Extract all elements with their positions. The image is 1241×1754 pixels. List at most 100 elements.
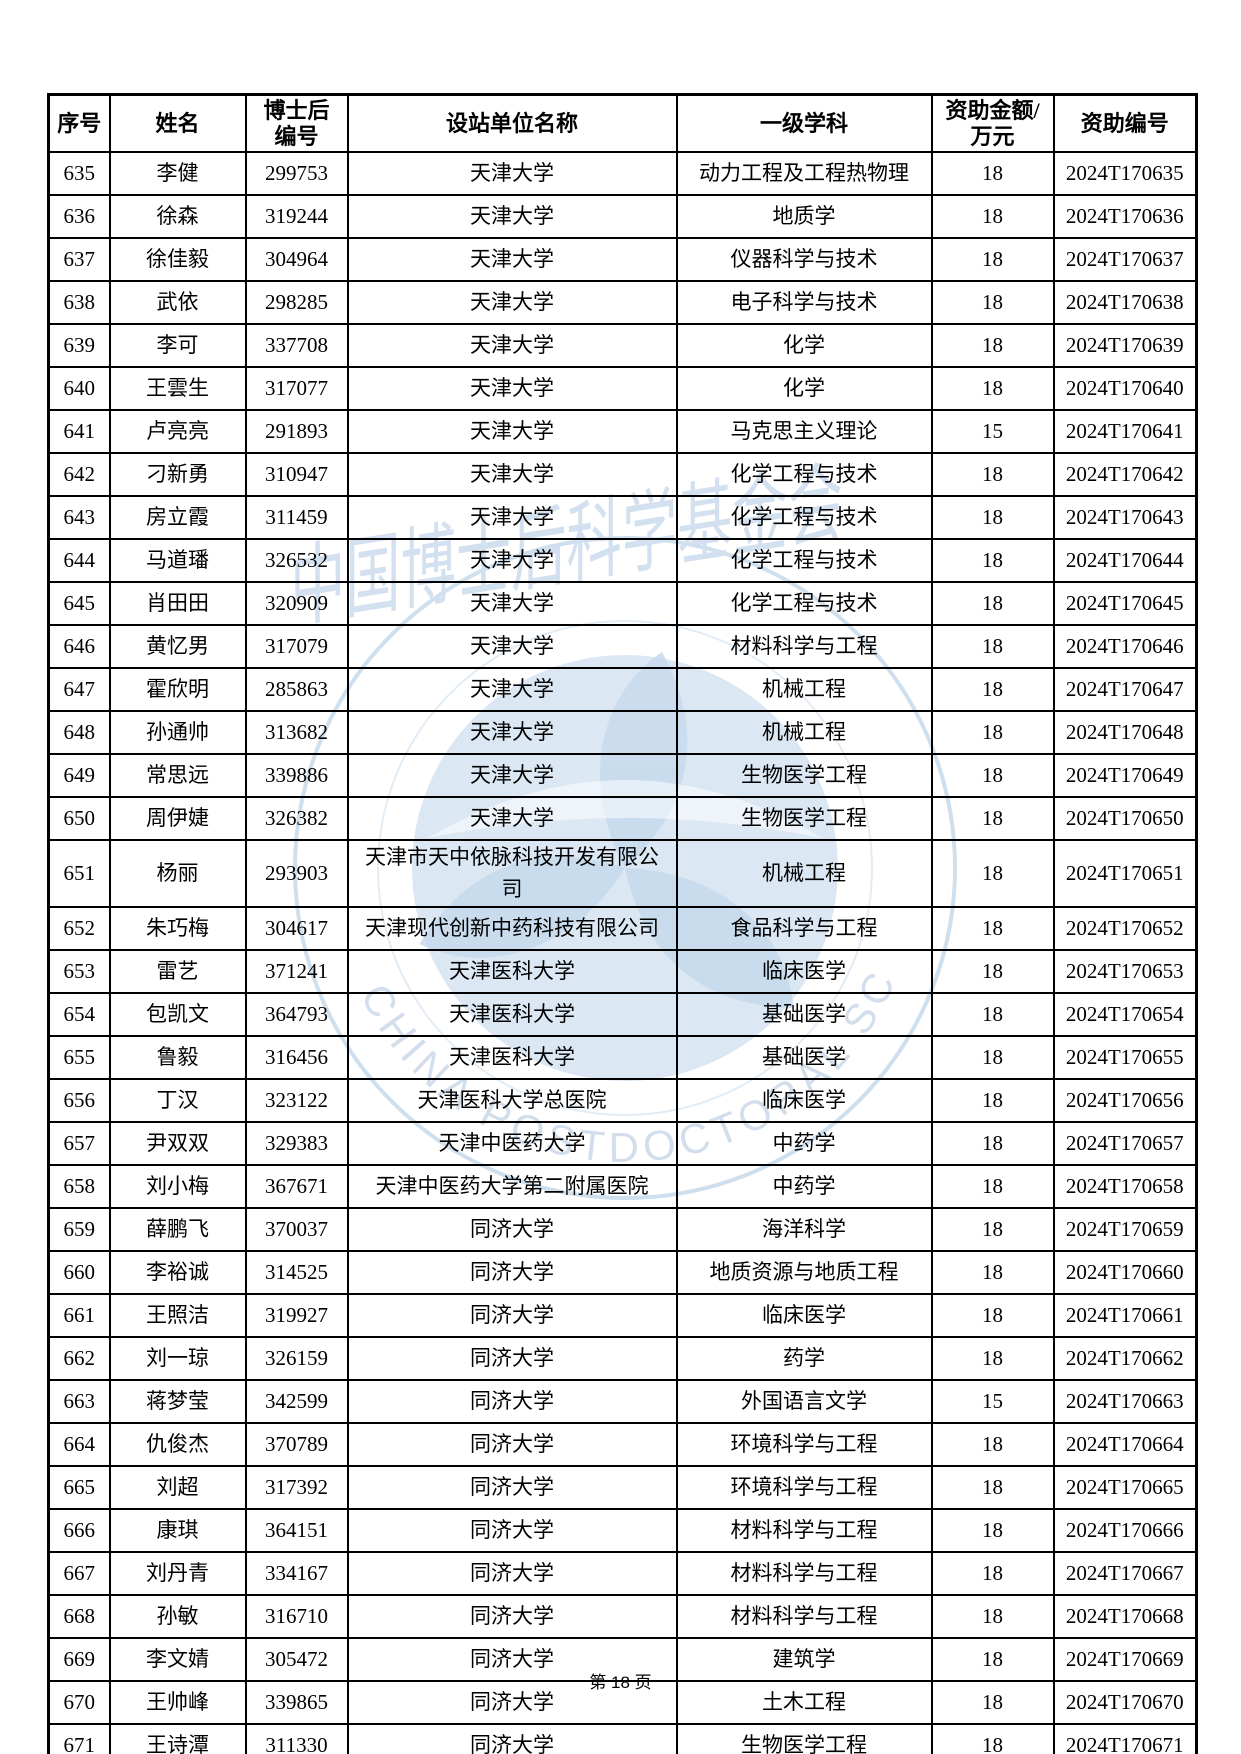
cell-postdoc_id: 299753: [244, 151, 349, 196]
cell-amount: 18: [930, 1293, 1055, 1338]
cell-institution: 同济大学: [346, 1379, 678, 1424]
cell-name: 周伊婕: [108, 796, 247, 841]
cell-amount: 15: [930, 1379, 1055, 1424]
cell-amount: 18: [930, 839, 1055, 908]
cell-amount: 18: [930, 1207, 1055, 1252]
table-row: 655 鲁毅 316456 天津医科大学 基础医学 18 2024T170655: [47, 1035, 1198, 1080]
cell-postdoc_id: 367671: [244, 1164, 349, 1209]
cell-no: 646: [47, 624, 111, 669]
cell-discipline: 动力工程及工程热物理: [675, 151, 933, 196]
cell-amount: 18: [930, 1637, 1055, 1682]
cell-institution: 同济大学: [346, 1207, 678, 1252]
cell-discipline: 环境科学与工程: [675, 1422, 933, 1467]
cell-postdoc_id: 326382: [244, 796, 349, 841]
cell-no: 662: [47, 1336, 111, 1381]
cell-amount: 18: [930, 323, 1055, 368]
cell-discipline: 机械工程: [675, 667, 933, 712]
cell-grant_no: 2024T170647: [1052, 667, 1198, 712]
table-row: 644 马道璠 326532 天津大学 化学工程与技术 18 2024T170644: [47, 538, 1198, 583]
cell-discipline: 材料科学与工程: [675, 1594, 933, 1639]
table-row: 667 刘丹青 334167 同济大学 材料科学与工程 18 2024T170667: [47, 1551, 1198, 1596]
cell-institution: 天津医科大学总医院: [346, 1078, 678, 1123]
cell-amount: 18: [930, 538, 1055, 583]
cell-institution: 天津大学: [346, 667, 678, 712]
table-row: 656 丁汉 323122 天津医科大学总医院 临床医学 18 2024T170656: [47, 1078, 1198, 1123]
cell-grant_no: 2024T170670: [1052, 1680, 1198, 1725]
cell-discipline: 材料科学与工程: [675, 1508, 933, 1553]
cell-amount: 18: [930, 1551, 1055, 1596]
cell-amount: 18: [930, 1250, 1055, 1295]
cell-institution: 天津大学: [346, 796, 678, 841]
cell-discipline: 建筑学: [675, 1637, 933, 1682]
cell-institution: 同济大学: [346, 1293, 678, 1338]
cell-no: 647: [47, 667, 111, 712]
cell-postdoc_id: 337708: [244, 323, 349, 368]
cell-name: 蒋梦莹: [108, 1379, 247, 1424]
cell-grant_no: 2024T170648: [1052, 710, 1198, 755]
cell-grant_no: 2024T170650: [1052, 796, 1198, 841]
cell-no: 638: [47, 280, 111, 325]
cell-grant_no: 2024T170668: [1052, 1594, 1198, 1639]
cell-amount: 18: [930, 280, 1055, 325]
table-row: 650 周伊婕 326382 天津大学 生物医学工程 18 2024T170650: [47, 796, 1198, 841]
cell-postdoc_id: 304617: [244, 906, 349, 951]
table-header-row: 序号 姓名 博士后 编号 设站单位名称 一级学科 资助金额/ 万元 资助编号: [47, 93, 1198, 153]
cell-name: 康琪: [108, 1508, 247, 1553]
cell-postdoc_id: 334167: [244, 1551, 349, 1596]
cell-grant_no: 2024T170657: [1052, 1121, 1198, 1166]
table-row: 658 刘小梅 367671 天津中医药大学第二附属医院 中药学 18 2024T17065…: [47, 1164, 1198, 1209]
cell-name: 李可: [108, 323, 247, 368]
cell-amount: 18: [930, 949, 1055, 994]
table-row: 646 黄忆男 317079 天津大学 材料科学与工程 18 2024T170646: [47, 624, 1198, 669]
cell-postdoc_id: 310947: [244, 452, 349, 497]
table-row: 671 王诗潭 311330 同济大学 生物医学工程 18 2024T170671: [47, 1723, 1198, 1754]
cell-postdoc_id: 320909: [244, 581, 349, 626]
cell-institution: 同济大学: [346, 1422, 678, 1467]
cell-amount: 18: [930, 194, 1055, 239]
cell-postdoc_id: 313682: [244, 710, 349, 755]
cell-grant_no: 2024T170666: [1052, 1508, 1198, 1553]
cell-name: 李裕诚: [108, 1250, 247, 1295]
cell-grant_no: 2024T170667: [1052, 1551, 1198, 1596]
table-row: 635 李健 299753 天津大学 动力工程及工程热物理 18 2024T170635: [47, 151, 1198, 196]
cell-institution: 同济大学: [346, 1594, 678, 1639]
cell-institution: 天津大学: [346, 624, 678, 669]
cell-discipline: 药学: [675, 1336, 933, 1381]
cell-postdoc_id: 316710: [244, 1594, 349, 1639]
cell-postdoc_id: 298285: [244, 280, 349, 325]
cell-grant_no: 2024T170635: [1052, 151, 1198, 196]
table-row: 659 薛鹏飞 370037 同济大学 海洋科学 18 2024T170659: [47, 1207, 1198, 1252]
table-row: 637 徐佳毅 304964 天津大学 仪器科学与技术 18 2024T170637: [47, 237, 1198, 282]
cell-discipline: 材料科学与工程: [675, 624, 933, 669]
cell-grant_no: 2024T170637: [1052, 237, 1198, 282]
cell-discipline: 化学工程与技术: [675, 581, 933, 626]
cell-no: 655: [47, 1035, 111, 1080]
cell-postdoc_id: 370789: [244, 1422, 349, 1467]
cell-name: 徐佳毅: [108, 237, 247, 282]
cell-grant_no: 2024T170663: [1052, 1379, 1198, 1424]
table-row: 665 刘超 317392 同济大学 环境科学与工程 18 2024T170665: [47, 1465, 1198, 1510]
table-row: 657 尹双双 329383 天津中医药大学 中药学 18 2024T170657: [47, 1121, 1198, 1166]
cell-postdoc_id: 316456: [244, 1035, 349, 1080]
cell-grant_no: 2024T170659: [1052, 1207, 1198, 1252]
cell-amount: 18: [930, 1680, 1055, 1725]
table-row: 652 朱巧梅 304617 天津现代创新中药科技有限公司 食品科学与工程 18 2024T…: [47, 906, 1198, 951]
cell-postdoc_id: 311459: [244, 495, 349, 540]
cell-name: 雷艺: [108, 949, 247, 994]
cell-institution: 天津医科大学: [346, 992, 678, 1037]
cell-postdoc_id: 293903: [244, 839, 349, 908]
cell-discipline: 地质资源与地质工程: [675, 1250, 933, 1295]
cell-no: 651: [47, 839, 111, 908]
cell-postdoc_id: 342599: [244, 1379, 349, 1424]
cell-amount: 18: [930, 1508, 1055, 1553]
cell-institution: 天津大学: [346, 323, 678, 368]
cell-discipline: 地质学: [675, 194, 933, 239]
cell-postdoc_id: 326159: [244, 1336, 349, 1381]
cell-name: 房立霞: [108, 495, 247, 540]
cell-discipline: 电子科学与技术: [675, 280, 933, 325]
cell-institution: 天津中医药大学第二附属医院: [346, 1164, 678, 1209]
table-row: 641 卢亮亮 291893 天津大学 马克思主义理论 15 2024T170641: [47, 409, 1198, 454]
cell-postdoc_id: 305472: [244, 1637, 349, 1682]
table-row: 662 刘一琼 326159 同济大学 药学 18 2024T170662: [47, 1336, 1198, 1381]
